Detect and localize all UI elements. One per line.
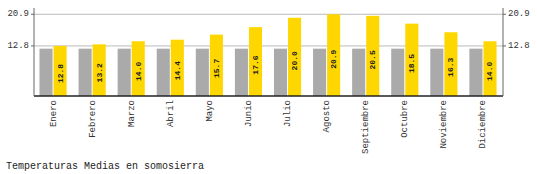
y-tick — [31, 14, 34, 15]
bar — [313, 49, 326, 96]
data-label: 20.0 — [290, 51, 299, 70]
bar — [352, 49, 365, 96]
data-label: 20.9 — [329, 49, 338, 68]
x-tick-label: Agosto — [322, 100, 332, 132]
bar — [288, 18, 301, 96]
bar — [274, 49, 287, 96]
bar — [196, 49, 209, 96]
bar — [210, 35, 223, 96]
data-label: 14.0 — [485, 62, 494, 81]
x-tick-label: Marzo — [127, 100, 137, 127]
bar — [430, 49, 443, 96]
y2-tick-label: 12.8 — [508, 41, 530, 51]
y2-tick — [503, 45, 506, 46]
bar — [405, 24, 418, 96]
bar — [444, 32, 457, 96]
x-tick-label: Enero — [49, 100, 59, 127]
data-label: 20.5 — [368, 50, 377, 69]
bar — [483, 41, 496, 96]
x-axis-line — [34, 95, 503, 97]
chart: 12.8 13.2 14.0 14.4 15.7 17.6 20.0 20.9 20.5 18.5… — [0, 0, 537, 174]
bar — [391, 49, 404, 96]
x-tick-label: Noviembre — [439, 100, 449, 149]
data-label: 17.6 — [251, 55, 260, 74]
y-tick — [31, 45, 34, 46]
y-tick-label: 12.8 — [7, 41, 29, 51]
x-tick-label: Mayo — [205, 100, 215, 122]
x-tick-label: Septiembre — [361, 100, 371, 154]
bar — [157, 49, 170, 96]
data-label: 14.4 — [173, 61, 182, 80]
x-tick-label: Diciembre — [478, 100, 488, 149]
data-label: 14.0 — [134, 62, 143, 81]
bar — [93, 44, 106, 96]
bar — [79, 49, 92, 96]
y2-axis-line — [503, 8, 504, 96]
data-label: 12.8 — [56, 64, 65, 83]
y-axis-line — [34, 8, 35, 96]
data-label: 16.3 — [446, 58, 455, 77]
bar — [118, 49, 131, 96]
grid-line — [34, 14, 503, 15]
x-tick-label: Febrero — [88, 100, 98, 138]
data-label: 15.7 — [212, 59, 221, 78]
bar — [366, 16, 379, 96]
y2-tick-label: 20.9 — [508, 9, 530, 19]
data-label: 13.2 — [95, 63, 104, 82]
y-tick-label: 20.9 — [7, 9, 29, 19]
bar — [54, 46, 67, 96]
data-label: 18.5 — [407, 54, 416, 73]
x-tick-label: Octubre — [400, 100, 410, 138]
bar — [249, 27, 262, 96]
bar — [469, 49, 482, 96]
bar — [132, 41, 145, 96]
x-tick-label: Abril — [166, 100, 176, 127]
x-tick-label: Junio — [244, 100, 254, 127]
bars — [39, 14, 496, 96]
y2-tick — [503, 14, 506, 15]
bar — [235, 49, 248, 96]
bar — [39, 49, 52, 96]
bar — [327, 14, 340, 96]
title: Temperaturas Medias en somosierra — [6, 161, 204, 172]
bar — [171, 40, 184, 96]
x-tick-label: Julio — [283, 100, 293, 127]
